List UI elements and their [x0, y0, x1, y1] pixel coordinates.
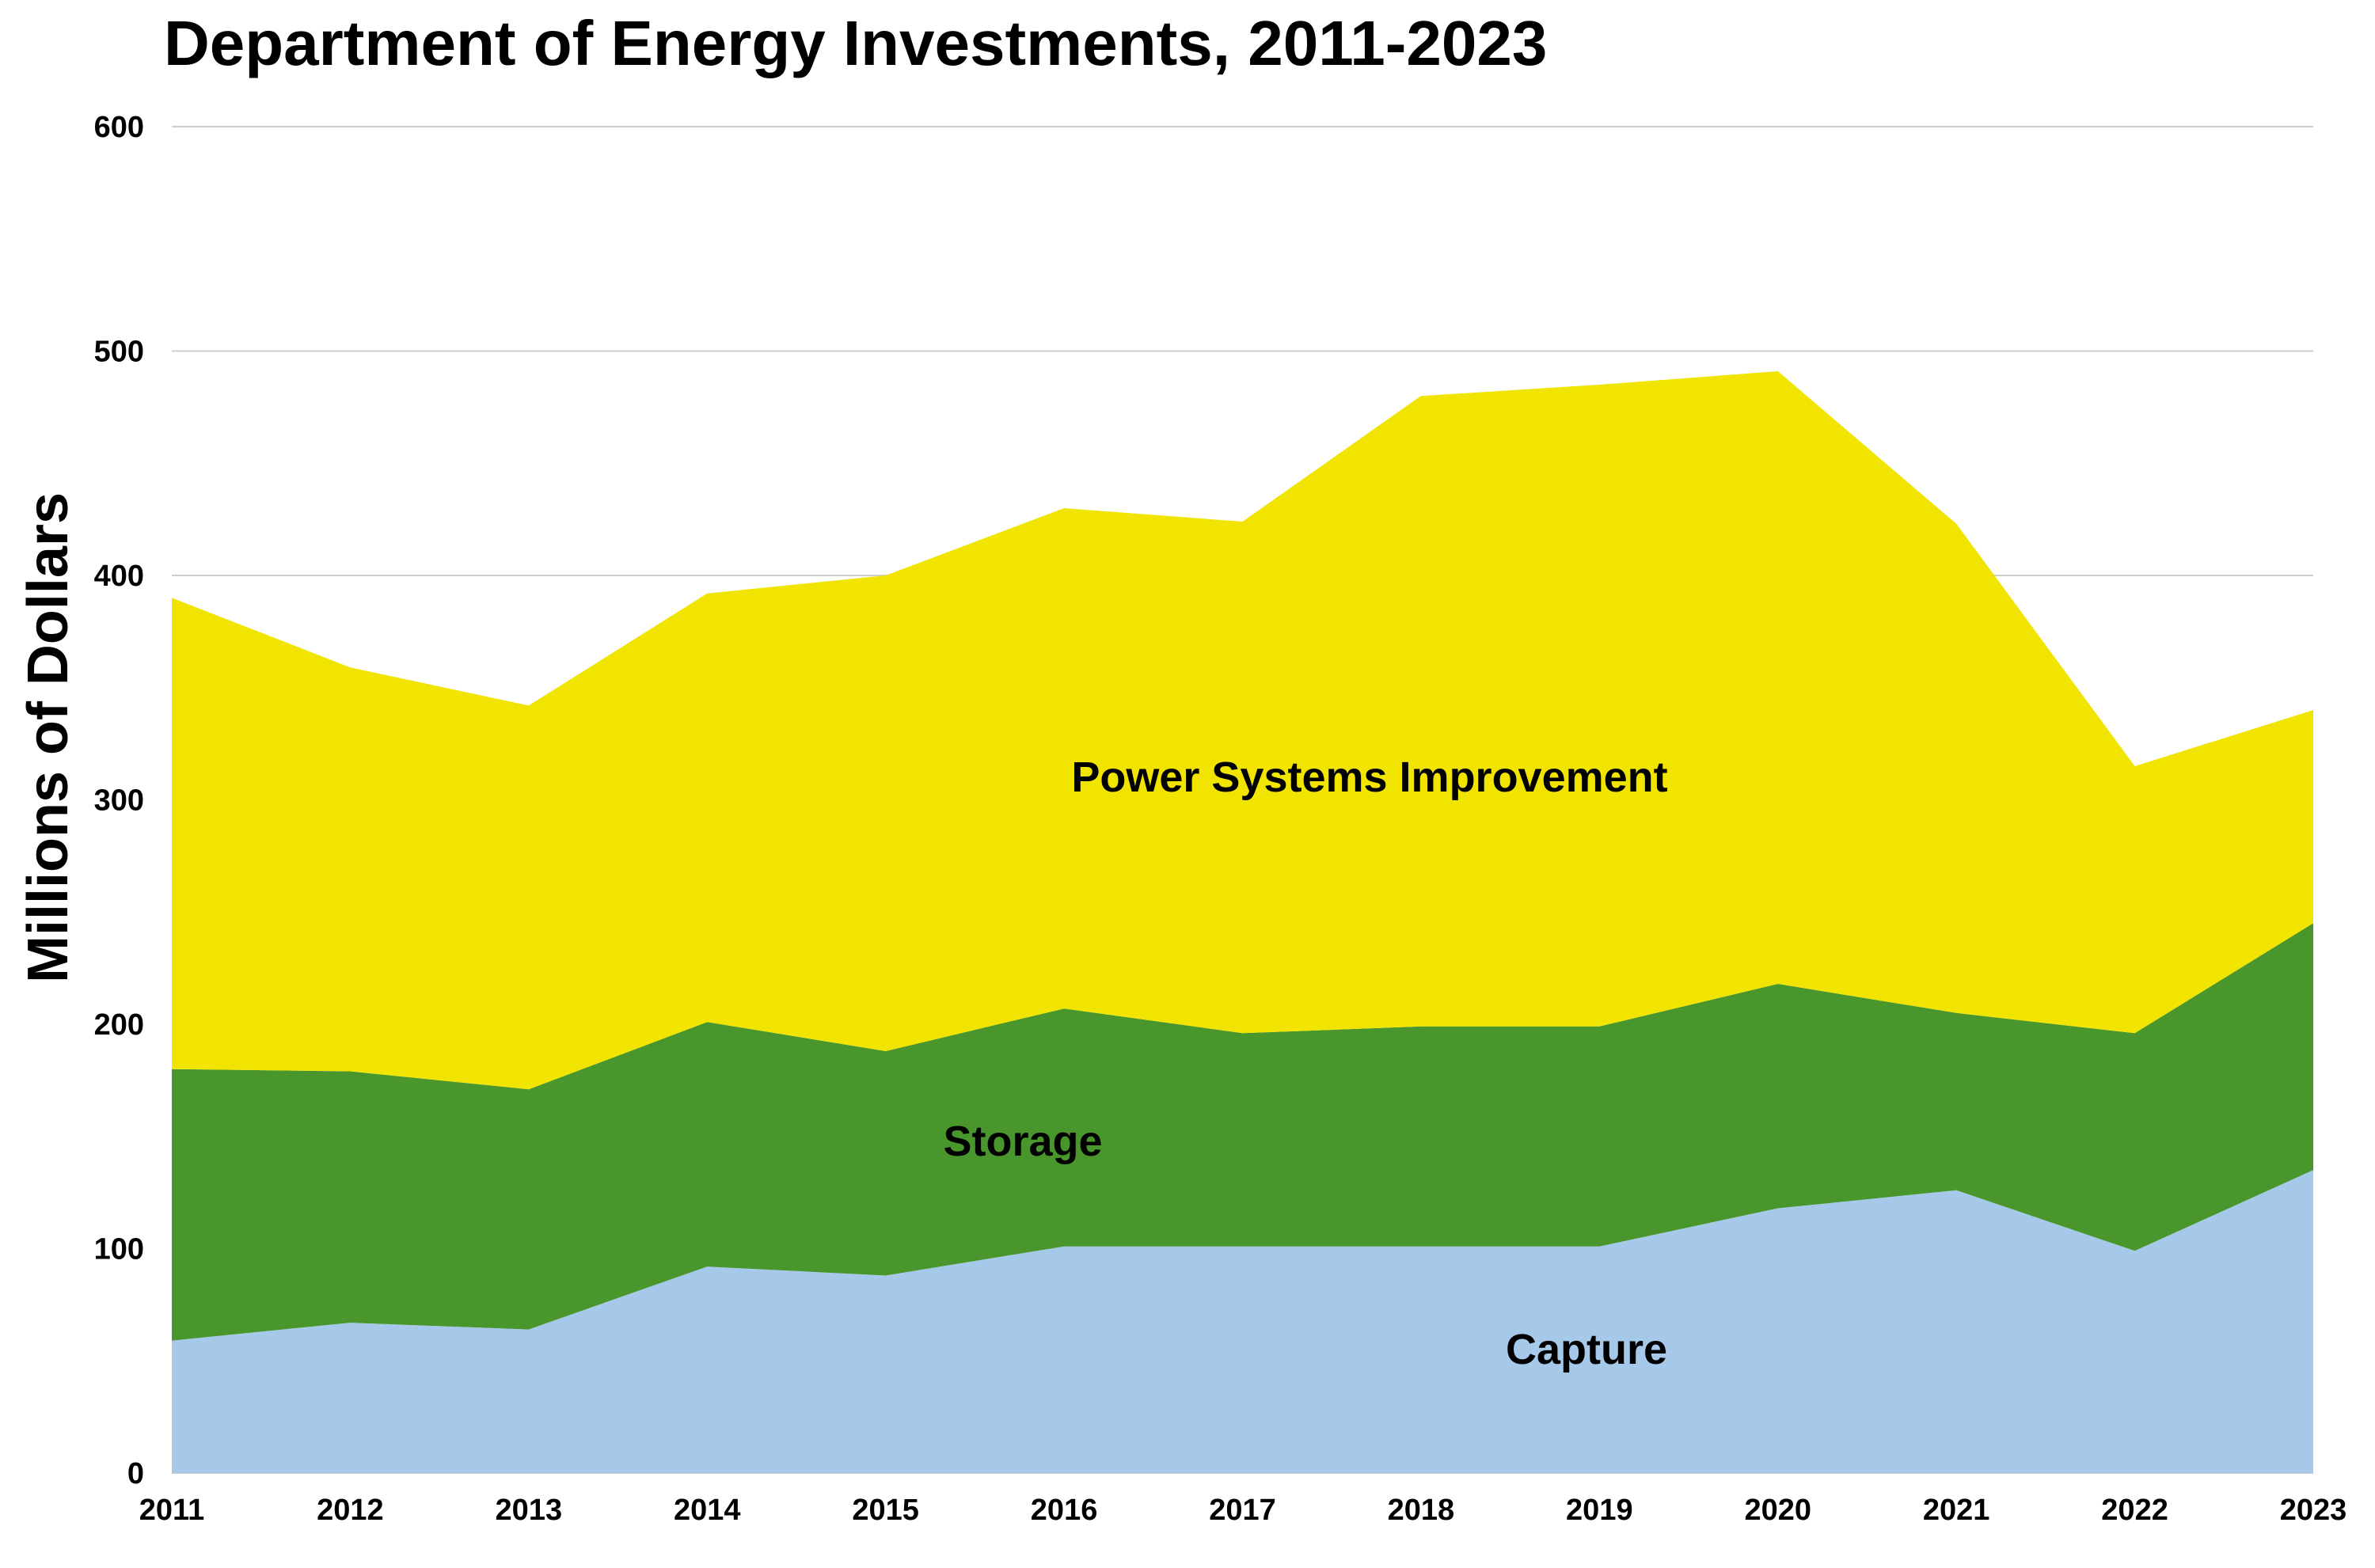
y-axis-title: Millions of Dollars	[17, 492, 80, 983]
y-tick-label-0: 0	[127, 1457, 144, 1490]
series-label-capture: Capture	[1506, 1326, 1667, 1373]
x-tick-label-2021: 2021	[1923, 1494, 1990, 1527]
chart-title: Department of Energy Investments, 2011-2…	[164, 8, 1547, 78]
series-areas	[172, 371, 2313, 1473]
y-tick-label-300: 300	[94, 784, 144, 818]
x-tick-label-2014: 2014	[674, 1494, 741, 1527]
x-tick-label-2018: 2018	[1388, 1494, 1455, 1527]
x-tick-label-2022: 2022	[2101, 1494, 2168, 1527]
area-storage	[172, 923, 2313, 1341]
x-tick-label-2012: 2012	[317, 1494, 384, 1527]
x-tick-label-2023: 2023	[2280, 1494, 2347, 1527]
y-tick-label-200: 200	[94, 1008, 144, 1042]
x-axis-tick-labels: 2011 2012 2013 2014 2015 2016 2017 2018 2019 2020…	[139, 1494, 2347, 1527]
x-tick-label-2016: 2016	[1031, 1494, 1098, 1527]
area-power-systems-improvement	[172, 371, 2313, 1090]
series-label-storage: Storage	[943, 1118, 1102, 1165]
y-axis-tick-labels: 0 100 200 300 400 500 600	[94, 111, 144, 1490]
area-capture	[172, 1170, 2313, 1473]
series-labels: Capture Storage Power Systems Improvement	[943, 754, 1667, 1373]
y-tick-label-600: 600	[94, 111, 144, 144]
y-tick-label-500: 500	[94, 336, 144, 369]
x-tick-label-2011: 2011	[139, 1494, 204, 1527]
y-tick-label-400: 400	[94, 560, 144, 593]
x-tick-label-2017: 2017	[1209, 1494, 1276, 1527]
x-tick-label-2020: 2020	[1744, 1494, 1811, 1527]
x-tick-label-2013: 2013	[496, 1494, 563, 1527]
x-tick-label-2019: 2019	[1566, 1494, 1633, 1527]
x-tick-label-2015: 2015	[852, 1494, 919, 1527]
y-tick-label-100: 100	[94, 1233, 144, 1266]
series-label-power-systems-improvement: Power Systems Improvement	[1071, 754, 1667, 801]
